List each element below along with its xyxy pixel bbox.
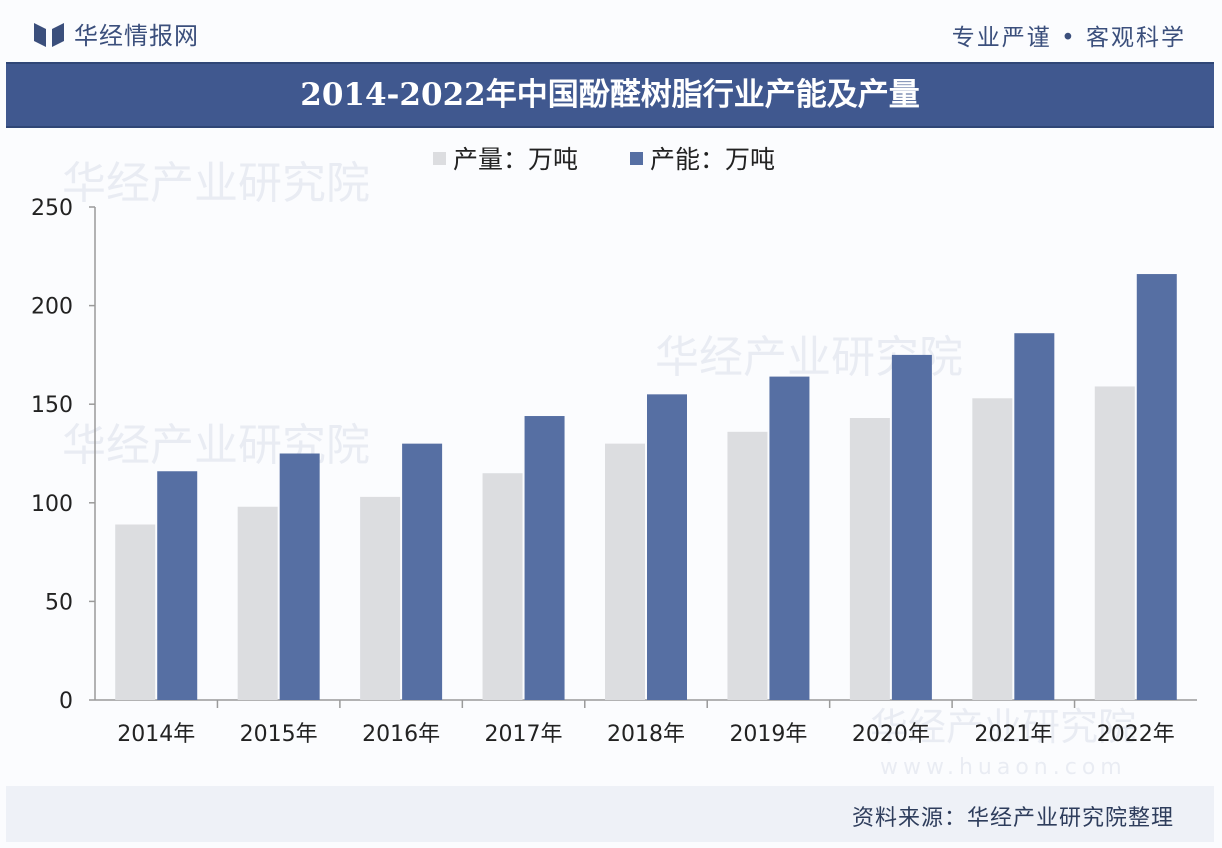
production-bar bbox=[727, 431, 768, 700]
x-tick-labels: 2014年 2015年 2016年 2017年 2018年 2019年 2020年 2021年… bbox=[117, 722, 1175, 747]
capacity-bar bbox=[279, 453, 320, 700]
production-bar bbox=[115, 524, 156, 700]
capacity-bar bbox=[647, 394, 687, 700]
y-tick-label: 0 bbox=[59, 689, 73, 714]
x-tick-label: 2022年 bbox=[1097, 722, 1175, 747]
source-note: 资料来源：华经产业研究院整理 bbox=[851, 806, 1174, 831]
x-tick-label: 2016年 bbox=[362, 722, 440, 747]
watermark-text: 华经产业研究院 bbox=[62, 420, 370, 471]
x-tick-label: 2021年 bbox=[974, 722, 1052, 747]
y-tick-label: 250 bbox=[31, 196, 73, 221]
bars bbox=[115, 274, 1177, 700]
capacity-bar bbox=[1014, 333, 1055, 700]
watermark-text: 华经产业研究院 bbox=[62, 158, 370, 209]
production-bar bbox=[972, 398, 1013, 700]
capacity-bar bbox=[769, 376, 810, 700]
slogan: 专业严谨 • 客观科学 bbox=[951, 25, 1186, 51]
y-tick-label: 150 bbox=[31, 393, 73, 418]
x-tick-label: 2019年 bbox=[729, 722, 807, 747]
axes: 0 50 100 150 200 250 bbox=[31, 196, 1197, 714]
capacity-bar bbox=[402, 443, 443, 700]
y-tick-label: 50 bbox=[45, 590, 73, 615]
watermark-text: 华经产业研究院 bbox=[870, 705, 1136, 749]
brand: 华经情报网 bbox=[34, 16, 199, 51]
capacity-bar bbox=[524, 416, 565, 700]
x-tick-label: 2015年 bbox=[240, 722, 318, 747]
production-bar bbox=[482, 473, 523, 700]
production-bar bbox=[237, 506, 278, 700]
bar-chart: 华经产业研究院 华经产业研究院 华经产业研究院 华经产业研究院 www.huao… bbox=[31, 145, 1197, 780]
production-bar bbox=[360, 496, 401, 700]
capacity-bar bbox=[157, 471, 198, 700]
y-tick-label: 200 bbox=[31, 295, 73, 320]
chart-title: 2014-2022年中国酚醛树脂行业产能及产量 bbox=[300, 77, 920, 113]
legend-label: 产能：万吨 bbox=[650, 145, 775, 174]
capacity-bar bbox=[1136, 274, 1177, 700]
capacity-bar bbox=[891, 354, 932, 700]
x-tick-label: 2020年 bbox=[852, 722, 930, 747]
production-bar bbox=[849, 418, 890, 700]
x-tick-label: 2014年 bbox=[117, 722, 195, 747]
legend-swatch bbox=[630, 152, 643, 165]
watermark-url: www.huaon.com bbox=[880, 755, 1127, 780]
brand-name: 华经情报网 bbox=[74, 22, 199, 50]
production-bar bbox=[1094, 386, 1135, 700]
legend-swatch bbox=[433, 152, 446, 165]
legend-label: 产量：万吨 bbox=[453, 145, 578, 174]
title-bar: 2014-2022年中国酚醛树脂行业产能及产量 bbox=[6, 62, 1214, 128]
footer-bar: 资料来源：华经产业研究院整理 bbox=[6, 786, 1214, 842]
x-tick-label: 2018年 bbox=[607, 722, 685, 747]
production-bar bbox=[605, 443, 645, 700]
brand-logo-icon bbox=[34, 22, 64, 47]
x-tick-label: 2017年 bbox=[485, 722, 563, 747]
y-tick-label: 100 bbox=[31, 492, 73, 517]
header-bar: 华经情报网 专业严谨 • 客观科学 bbox=[0, 0, 1222, 62]
legend: 产量：万吨 产能：万吨 bbox=[433, 145, 775, 174]
